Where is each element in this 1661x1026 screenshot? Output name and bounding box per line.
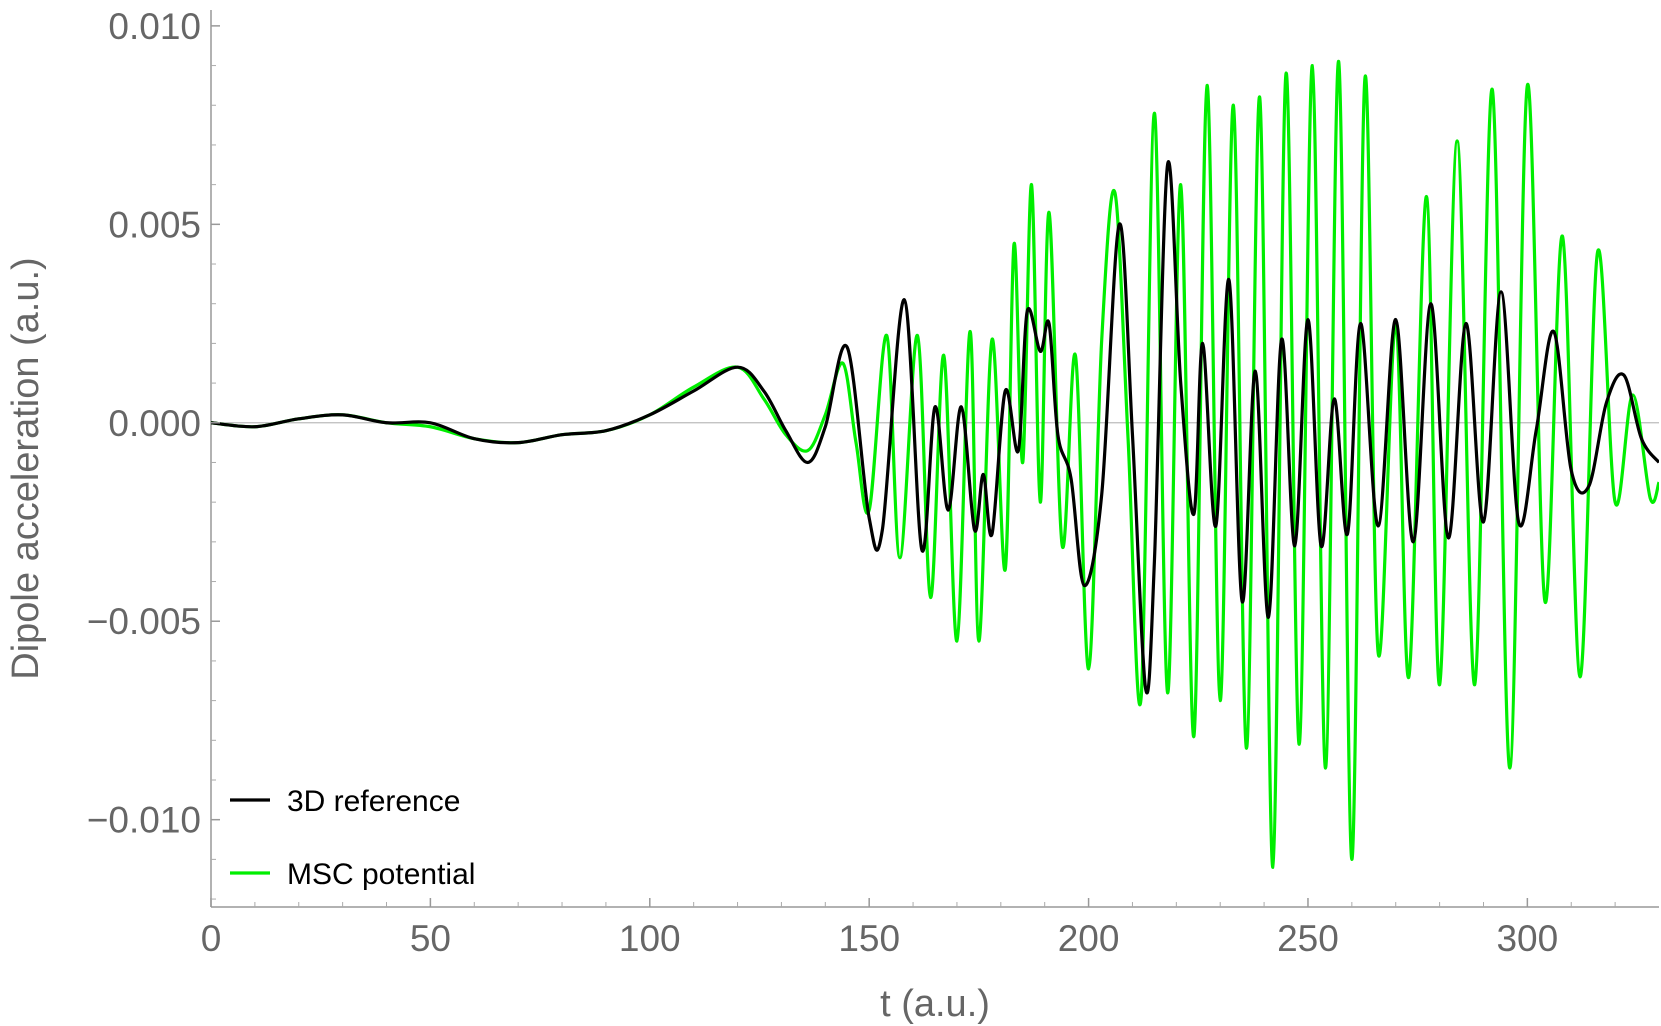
tick-labels: 0 50 100 150 200 250 300 −0.010 −0.005 0.000 0.005…	[87, 6, 1616, 959]
x-tick-label: 250	[1277, 918, 1339, 959]
x-tick-label: 150	[838, 918, 900, 959]
y-tick-label: 0.005	[108, 204, 201, 245]
y-tick-label: −0.005	[87, 601, 201, 642]
series-line-msc-potential	[211, 59, 1659, 869]
x-tick-label: 200	[1058, 918, 1120, 959]
y-tick-label: 0.010	[108, 6, 201, 47]
axes	[210, 10, 1659, 908]
x-axis-label: t (a.u.)	[880, 983, 990, 1025]
x-tick-label: 50	[410, 918, 451, 959]
x-tick-label: 0	[201, 918, 222, 959]
legend-label-3d-reference: 3D reference	[287, 785, 460, 818]
x-tick-label: 300	[1496, 918, 1558, 959]
series-layer	[211, 59, 1659, 869]
legend-label-msc-potential: MSC potential	[287, 858, 475, 891]
series-line-3d-reference	[211, 160, 1659, 695]
legend: 3D reference MSC potential	[230, 785, 475, 891]
y-tick-label: −0.010	[87, 800, 201, 841]
y-tick-label: 0.000	[108, 403, 201, 444]
y-axis-label: Dipole acceleration (a.u.)	[5, 257, 47, 679]
x-tick-label: 100	[619, 918, 681, 959]
